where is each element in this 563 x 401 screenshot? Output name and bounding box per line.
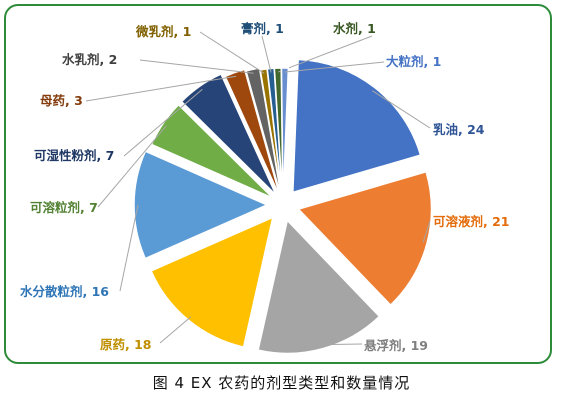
- pie-slice: [224, 68, 281, 198]
- data-label: 原药, 18: [100, 337, 152, 352]
- leader-line: [277, 35, 373, 73]
- pie-slice: [150, 216, 274, 348]
- data-label: 水乳剂, 2: [62, 52, 117, 67]
- leader-line: [97, 125, 167, 208]
- pie-slice: [133, 150, 269, 260]
- pie-chart: 乳油, 24 可溶液剂, 21 悬浮剂, 19 原药, 18 水分散粒剂, 16 可溶粒剂…: [20, 21, 510, 355]
- leader-line: [199, 31, 265, 74]
- data-label: 母药, 3: [40, 93, 83, 108]
- leader-line: [261, 35, 272, 73]
- data-label: 膏剂, 1: [241, 21, 284, 36]
- pie-slice: [150, 103, 274, 199]
- data-label: 大粒剂, 1: [386, 54, 441, 69]
- data-label: 水分散粒剂, 16: [20, 284, 109, 299]
- data-label: 可湿性粉剂, 7: [34, 148, 114, 163]
- data-label: 微乳剂, 1: [135, 24, 191, 39]
- leader-line: [139, 59, 254, 74]
- leader-line: [371, 90, 431, 129]
- leader-line: [284, 61, 385, 73]
- data-label: 可溶粒剂, 7: [30, 200, 98, 215]
- pie-slice: [292, 58, 422, 194]
- data-label: 乳油, 24: [433, 122, 485, 137]
- pie-slice: [280, 67, 290, 202]
- leader-line: [321, 343, 363, 346]
- leader-line: [119, 204, 139, 292]
- leader-line: [422, 220, 431, 243]
- data-label: 水剂, 1: [333, 21, 376, 36]
- figure-caption: 图 4 EX 农药的剂型类型和数量情况: [152, 374, 411, 392]
- data-label: 悬浮剂, 19: [363, 338, 428, 353]
- leader-line: [159, 316, 192, 344]
- pie-slice: [180, 73, 277, 196]
- leader-line: [85, 75, 237, 102]
- data-label: 可溶液剂, 21: [433, 214, 510, 229]
- pie-slice: [245, 67, 283, 200]
- pie-slice: [257, 218, 381, 355]
- leader-line: [123, 88, 203, 157]
- pie-slice: [297, 170, 433, 307]
